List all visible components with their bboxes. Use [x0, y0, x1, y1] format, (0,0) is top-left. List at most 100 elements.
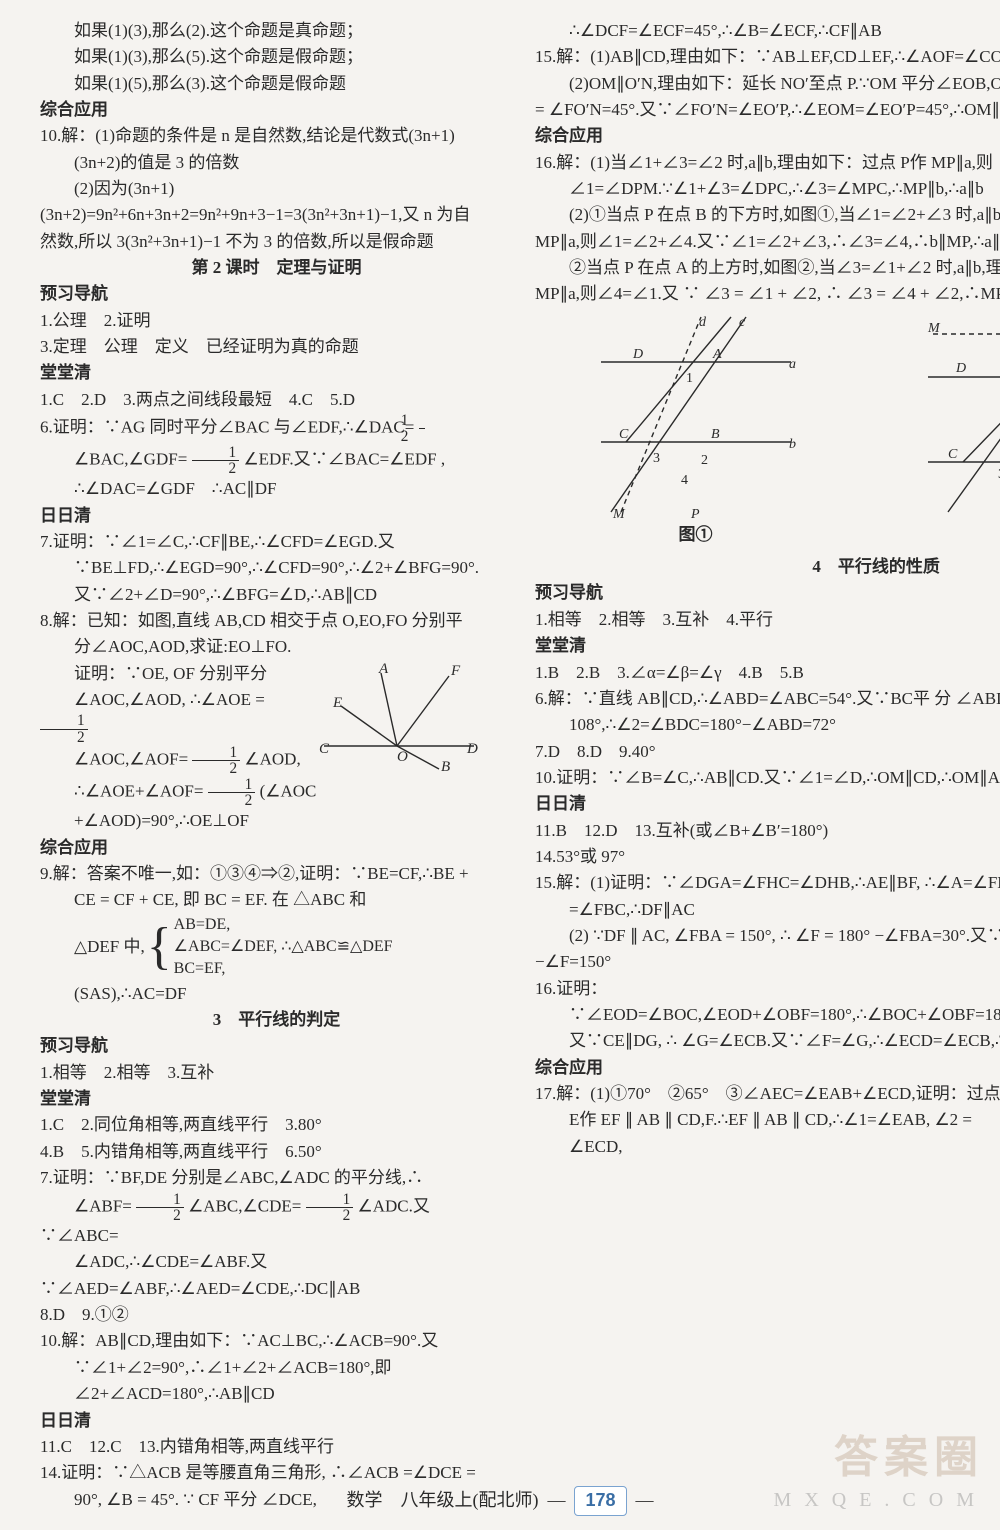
text: ∠AOC,∠AOD, ∴∠AOE =: [74, 690, 265, 709]
text: ∠ABC=∠DEF, ∴△ABC≌△DEF: [174, 936, 393, 958]
solution-9: 9.解：答案不唯一,如：①③④⇒②,证明：∵BE=CF,∴BE + CE = C…: [40, 861, 479, 914]
footer-dash: —: [547, 1490, 565, 1510]
figure-1: d c D A a 1 C B b 3 2 4 M P: [535, 312, 856, 548]
solution-8: 8.解：已知：如图,直线 AB,CD 相交于点 O,EO,FO 分别平分∠AOC…: [40, 608, 479, 661]
section-heading: 日日清: [535, 791, 1000, 817]
page-footer: 数学 八年级上(配北师) — 178 —: [0, 1486, 1000, 1516]
text: AB=DE,: [174, 914, 393, 936]
section-heading: 预习导航: [535, 580, 1000, 606]
left-column: 如果(1)(3),那么(2).这个命题是真命题； 如果(1)(3),那么(5).…: [40, 18, 487, 1448]
proof-6: 6.证明：∵AG 同时平分∠BAC 与∠EDF,∴∠DAC= 12: [40, 413, 479, 445]
svg-text:C: C: [619, 427, 629, 442]
answer-line: 1.C 2.同位角相等,两直线平行 3.80°: [40, 1112, 479, 1138]
section-heading: 堂堂清: [535, 633, 1000, 659]
solution-15b: 15.解：(1)证明：∵∠DGA=∠FHC=∠DHB,∴AE∥BF, ∴∠A=∠…: [535, 870, 1000, 923]
fan-diagram: A F E C D O B: [319, 661, 479, 771]
svg-text:O: O: [397, 749, 408, 765]
figure-caption: 图②: [862, 522, 1000, 548]
solution-6: 6.解：∵直线 AB∥CD,∴∠ABD=∠ABC=54°.又∵BC平 分 ∠AB…: [535, 686, 1000, 739]
svg-text:E: E: [332, 695, 342, 711]
text: (SAS),∴AC=DF: [40, 981, 479, 1007]
footer-subject: 数学 八年级上(配北师): [346, 1490, 538, 1510]
section-heading: 综合应用: [40, 835, 479, 861]
proof-16: 16.证明：∵∠EOD=∠BOC,∠EOD+∠OBF=180°,∴∠BOC+∠O…: [535, 976, 1000, 1055]
right-column: ∴∠DCF=∠ECF=45°,∴∠B=∠ECF,∴CF∥AB 15.解：(1)A…: [527, 18, 1000, 1448]
svg-text:F: F: [450, 663, 461, 679]
svg-text:1: 1: [686, 371, 693, 386]
footer-dash: —: [636, 1490, 654, 1510]
fraction-icon: 12: [192, 745, 240, 777]
section-heading: 堂堂清: [40, 360, 479, 386]
answer-line: 3.定理 公理 定义 已经证明为真的命题: [40, 334, 479, 360]
svg-text:3: 3: [653, 451, 660, 466]
text: 如果(1)(3),那么(2).这个命题是真命题；: [40, 18, 479, 44]
text: ②当点 P 在点 A 的上方时,如图②,当∠3=∠1+∠2 时,a∥b,理由如下…: [535, 255, 1000, 308]
answer-line: 4.B 5.内错角相等,两直线平行 6.50°: [40, 1139, 479, 1165]
svg-text:M: M: [612, 507, 626, 522]
svg-text:B: B: [441, 759, 450, 771]
svg-text:M: M: [927, 321, 941, 336]
text: (2)因为(3n+1)(3n+2)=9n²+6n+3n+2=9n²+9n+3−1…: [40, 176, 479, 255]
svg-text:D: D: [632, 347, 643, 362]
solution-10b: 10.解：AB∥CD,理由如下：∵AC⊥BC,∴∠ACB=90°.又∵∠1+∠2…: [40, 1328, 479, 1407]
answer-line: 1.相等 2.相等 3.互补: [40, 1060, 479, 1086]
text: BC=EF,: [174, 958, 393, 980]
text: ∠AOD,: [244, 750, 300, 769]
fraction-icon: 12: [40, 713, 88, 745]
page-number: 178: [574, 1486, 626, 1516]
text: ∠ABF= 12 ∠ABC,∠CDE= 12 ∠ADC.又∵∠ABC=: [40, 1192, 479, 1250]
wrapped-block: A F E C D O B 证明：∵OE, OF 分别平分 ∠AOC,∠AOD,…: [40, 661, 479, 808]
section-heading: 第 2 课时 定理与证明: [40, 255, 479, 281]
text: ∠ABF=: [74, 1196, 132, 1215]
solution-15: 15.解：(1)AB∥CD,理由如下：∵AB⊥EF,CD⊥EF,∴∠AOF=∠C…: [535, 44, 1000, 70]
svg-text:D: D: [466, 741, 478, 757]
svg-text:4: 4: [681, 473, 688, 488]
section-heading: 综合应用: [535, 123, 1000, 149]
answer-line: 1.公理 2.证明: [40, 308, 479, 334]
svg-text:a: a: [789, 357, 796, 372]
answer-line: 1.B 2.B 3.∠α=∠β=∠γ 4.B 5.B: [535, 660, 1000, 686]
section-heading: 综合应用: [535, 1055, 1000, 1081]
svg-text:c: c: [739, 315, 746, 330]
text: ∴∠AOE+∠AOF= 12 (∠AOC: [40, 777, 479, 809]
brace-system: △DEF 中, { AB=DE, ∠ABC=∠DEF, ∴△ABC≌△DEF B…: [40, 914, 479, 981]
section-heading: 日日清: [40, 503, 479, 529]
answer-line: 1.相等 2.相等 3.互补 4.平行: [535, 607, 1000, 633]
text: 如果(1)(5),那么(3).这个命题是假命题: [40, 71, 479, 97]
svg-text:B: B: [711, 427, 720, 442]
text: (2) ∵DF ∥ AC, ∠FBA = 150°, ∴ ∠F = 180° −…: [535, 923, 1000, 976]
text: ∠ADC,∴∠CDE=∠ABF.又∵∠AED=∠ABF,∴∠AED=∠CDE,∴…: [40, 1249, 479, 1302]
section-heading: 预习导航: [40, 1033, 479, 1059]
svg-text:D: D: [955, 361, 966, 376]
page: 如果(1)(3),那么(2).这个命题是真命题； 如果(1)(3),那么(5).…: [40, 18, 960, 1448]
proof-7: 7.证明：∵∠1=∠C,∴CF∥BE,∴∠CFD=∠EGD.又∵BE⊥FD,∴∠…: [40, 529, 479, 608]
text: ∠BAC,∠GDF= 12 ∠EDF.又∵∠BAC=∠EDF ,: [40, 445, 479, 477]
wrapped-block: A B C D E 1 2 17.解：(1)①70° ②65° ③∠AEC=∠E…: [535, 1081, 1000, 1176]
svg-text:C: C: [948, 447, 958, 462]
text: ∠ABC,∠CDE=: [188, 1196, 301, 1215]
figure-caption: 图①: [535, 522, 856, 548]
text: +∠AOD)=90°,∴OE⊥OF: [40, 808, 479, 834]
proof-10: 10.证明：∵∠B=∠C,∴AB∥CD.又∵∠1=∠D,∴OM∥CD,∴OM∥A…: [535, 765, 1000, 791]
text: 如果(1)(3),那么(5).这个命题是假命题；: [40, 44, 479, 70]
text: ∴∠AOE+∠AOF=: [74, 781, 203, 800]
answer-line: 1.C 2.D 3.两点之间线段最短 4.C 5.D: [40, 387, 479, 413]
figure-row: d c D A a 1 C B b 3 2 4 M P: [535, 312, 1000, 548]
text: ∴∠DAC=∠GDF ∴AC∥DF: [40, 476, 479, 502]
figure-2: M d c P 4 2 D A 1 a C B 3 b: [862, 312, 1000, 548]
solution-10: 10.解：(1)命题的条件是 n 是自然数,结论是代数式(3n+1)(3n+2)…: [40, 123, 479, 176]
section-heading: 4 平行线的性质: [535, 554, 1000, 580]
answer-line: 7.D 8.D 9.40°: [535, 739, 1000, 765]
svg-text:b: b: [789, 437, 796, 452]
svg-text:d: d: [699, 315, 707, 330]
solution-16: 16.解：(1)当∠1+∠3=∠2 时,a∥b,理由如下：过点 P作 MP∥a,…: [535, 150, 1000, 203]
fraction-icon: 12: [208, 777, 256, 809]
svg-text:P: P: [690, 507, 700, 522]
section-heading: 3 平行线的判定: [40, 1007, 479, 1033]
answer-line: 14.53°或 97°: [535, 844, 1000, 870]
section-heading: 日日清: [40, 1408, 479, 1434]
svg-text:2: 2: [701, 453, 708, 468]
section-heading: 堂堂清: [40, 1086, 479, 1112]
section-heading: 预习导航: [40, 281, 479, 307]
text: ∠AOC,∠AOF=: [74, 750, 188, 769]
